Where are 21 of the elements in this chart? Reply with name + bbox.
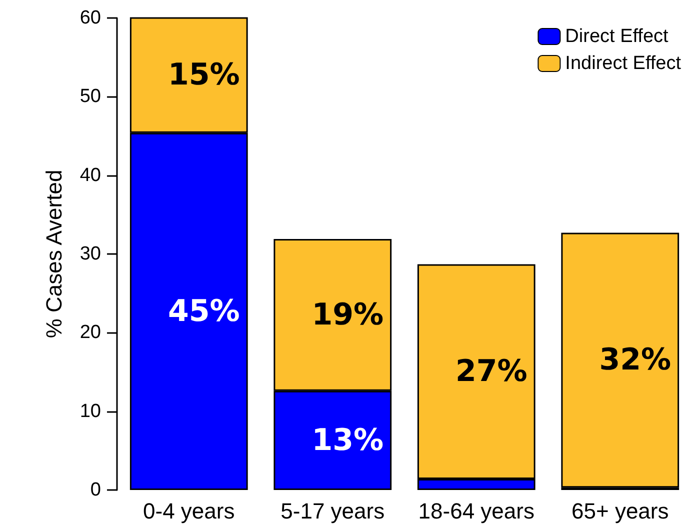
- data-label: 45%: [168, 294, 240, 329]
- y-tick-label: 60: [80, 8, 101, 28]
- y-tick-label: 30: [80, 244, 101, 264]
- data-label: 27%: [455, 354, 528, 390]
- x-tick-label: 18-64 years: [418, 498, 534, 524]
- legend-label: Indirect Effect: [565, 53, 682, 74]
- y-tick-label: 40: [80, 164, 101, 186]
- data-label: 19%: [312, 297, 384, 332]
- x-tick-label: 65+ years: [572, 498, 669, 524]
- y-axis-title: % Cases Averted: [42, 170, 66, 338]
- data-label: 32%: [599, 342, 672, 378]
- data-label: 13%: [312, 422, 384, 458]
- y-tick-label: 0: [90, 480, 101, 500]
- y-tick-label: 10: [80, 400, 101, 422]
- y-tick-label: 20: [80, 322, 101, 344]
- legend-label: Direct Effect: [565, 26, 670, 47]
- data-label: 15%: [168, 58, 240, 93]
- y-tick-label: 50: [80, 86, 101, 108]
- bar: [561, 232, 680, 488]
- x-tick-label: 5-17 years: [280, 498, 385, 524]
- x-tick-label: 0-4 years: [143, 498, 235, 524]
